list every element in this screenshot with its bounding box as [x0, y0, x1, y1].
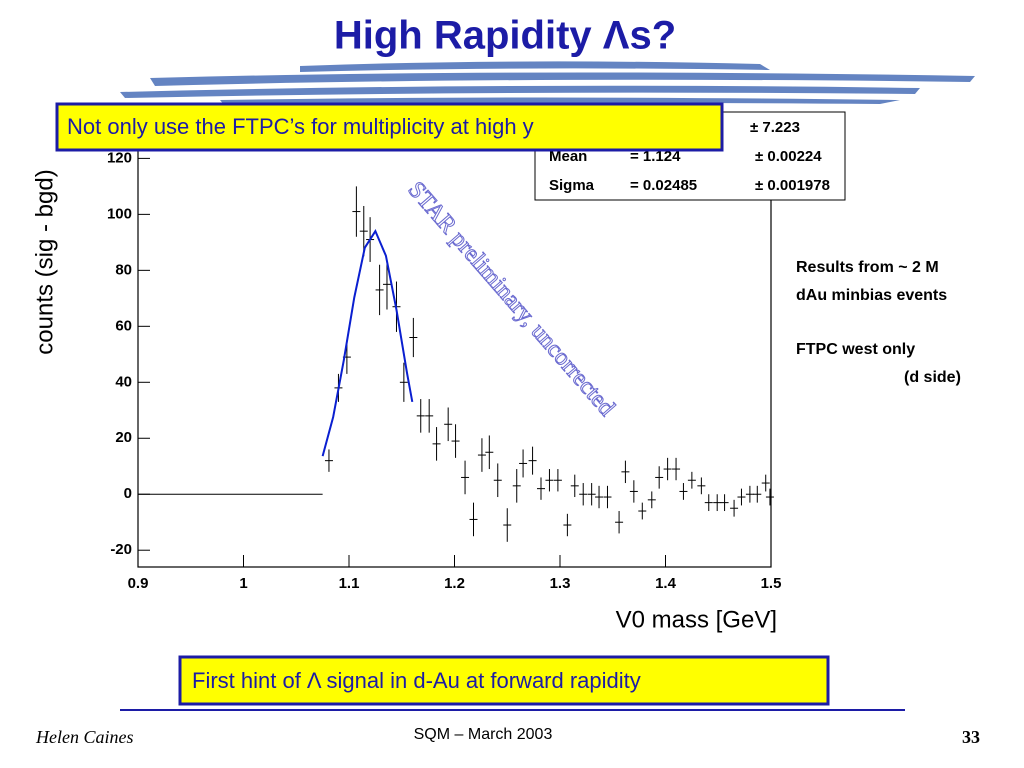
- stats-text: = 1.124: [630, 148, 681, 165]
- y-axis-label: counts (sig - bgd): [31, 169, 58, 354]
- note: FTPC west only: [796, 341, 915, 358]
- fit-curve: [321, 229, 414, 457]
- y-tick-label: 0: [124, 485, 132, 502]
- footer-author: Helen Caines: [35, 727, 133, 747]
- stats-text: ± 0.001978: [755, 177, 830, 194]
- x-tick-label: 1.3: [550, 575, 571, 592]
- y-tick-label: 120: [107, 149, 132, 166]
- stats-text: Mean: [549, 148, 587, 165]
- x-tick-label: 1.4: [655, 575, 677, 592]
- x-axis-label: V0 mass [GeV]: [616, 606, 777, 633]
- stats-text: Sigma: [549, 177, 595, 194]
- stats-text: ± 7.223: [750, 119, 800, 136]
- stats-text: = 0.02485: [630, 177, 697, 194]
- callout-text: Not only use the FTPC’s for multiplicity…: [67, 114, 534, 139]
- note: dAu minbias events: [796, 287, 947, 304]
- stats-rows: ± 7.223 Mean = 1.124 ± 0.00224 Sigma = 0.0248…: [549, 119, 830, 194]
- y-tick-label: 80: [115, 261, 132, 278]
- note: (d side): [904, 369, 961, 386]
- footer-page: 33: [962, 727, 980, 747]
- y-tick-label: 60: [115, 317, 132, 334]
- callout-text: First hint of Λ signal in d-Au at forwar…: [192, 668, 641, 693]
- note: Results from ~ 2 M: [796, 259, 939, 276]
- y-tick-label: 20: [115, 429, 132, 446]
- x-tick-label: 1.1: [339, 575, 360, 592]
- y-tick-label: 100: [107, 205, 132, 222]
- y-tick-label: 40: [115, 373, 132, 390]
- x-tick-label: 0.9: [128, 575, 149, 592]
- x-tick-label: 1: [239, 575, 247, 592]
- y-tick-label: -20: [110, 541, 132, 558]
- plot-area: 0.9 1 1.1 1.2 1.3 1.4 1.5 -20 0 20 40 60 80 100 120: [107, 149, 781, 592]
- x-tick-label: 1.5: [761, 575, 782, 592]
- callout-box: [178, 655, 830, 706]
- x-tick-label: 1.2: [444, 575, 465, 592]
- callout-box: [55, 102, 724, 152]
- slide-title: High Rapidity Λs?: [334, 14, 676, 58]
- footer-event: SQM – March 2003: [414, 726, 553, 743]
- brush-strokes: [120, 61, 975, 106]
- plot-frame: [137, 149, 772, 568]
- stats-text: ± 0.00224: [755, 148, 822, 165]
